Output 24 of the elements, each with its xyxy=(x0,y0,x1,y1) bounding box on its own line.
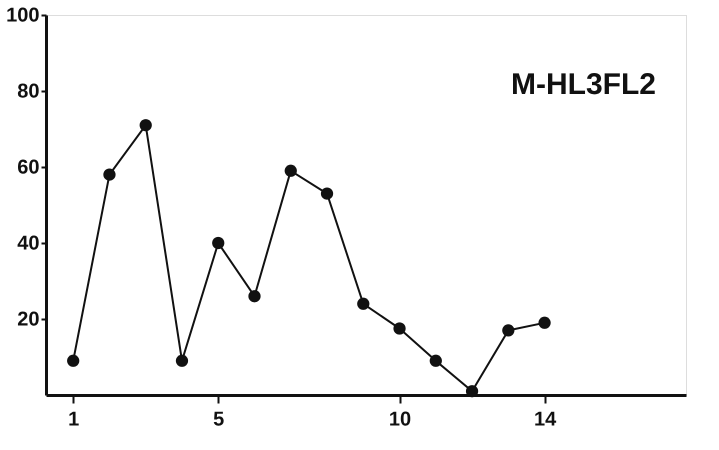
x-tick-label: 10 xyxy=(388,408,412,430)
point xyxy=(320,187,334,200)
y-tick-label: 40 xyxy=(17,232,40,254)
x-tick-label: 5 xyxy=(213,408,224,430)
point xyxy=(140,119,152,132)
point xyxy=(284,164,297,177)
point xyxy=(430,354,442,367)
y-tick-label: 20 xyxy=(17,308,40,330)
point xyxy=(538,316,551,329)
point xyxy=(103,168,116,181)
point xyxy=(176,354,188,367)
point xyxy=(248,290,261,302)
point xyxy=(357,298,370,310)
y-tick-label: 80 xyxy=(17,80,40,102)
y-tick-label: 100 xyxy=(6,4,40,26)
point xyxy=(502,324,514,337)
point xyxy=(466,385,478,398)
x-tick-label: 1 xyxy=(68,408,80,430)
annotation: M-HL3FL2 xyxy=(511,68,656,101)
y-tick-label: 60 xyxy=(17,156,40,178)
point xyxy=(67,354,80,367)
point xyxy=(212,236,224,250)
point xyxy=(393,322,406,335)
x-tick-label: 14 xyxy=(534,408,558,430)
